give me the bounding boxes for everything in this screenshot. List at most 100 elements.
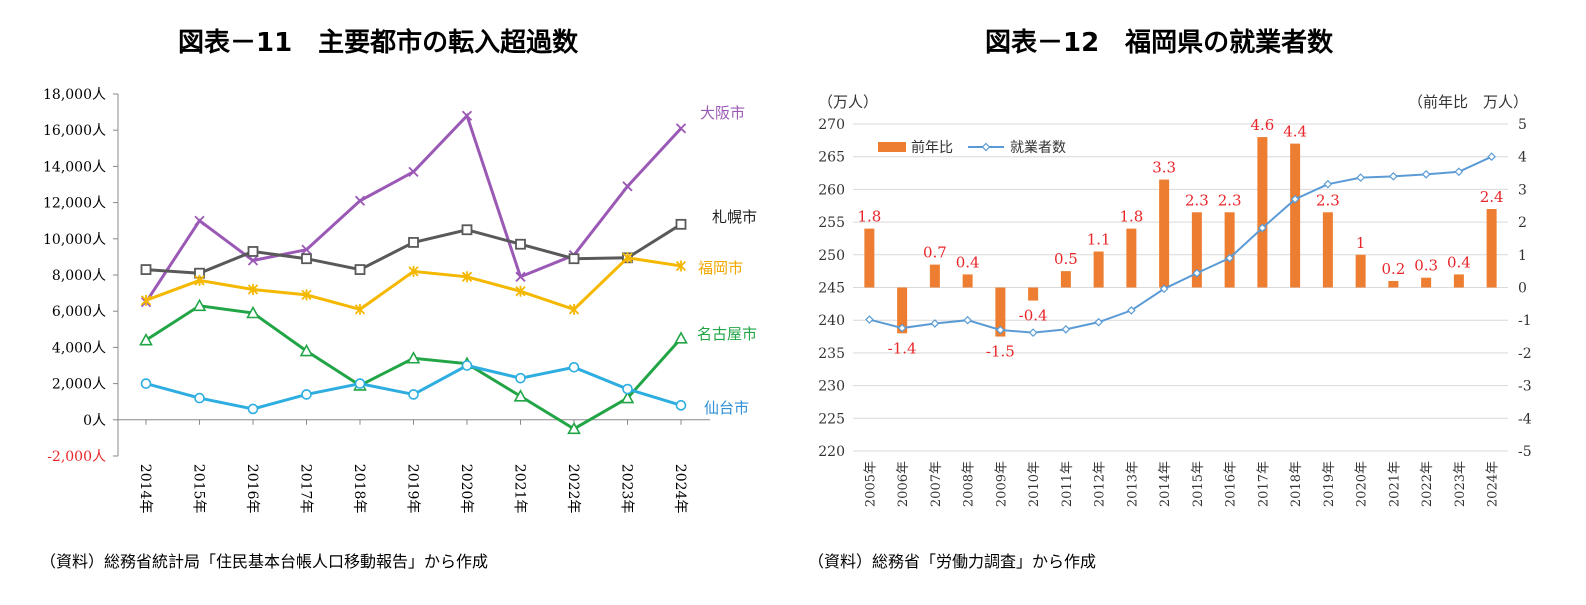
y-tick-label: 18,000人 [43, 87, 106, 103]
bar-data-label: -1.4 [888, 339, 917, 357]
right-y-tick-label: 1 [1518, 248, 1527, 264]
x-tick-label: 2018年 [1289, 461, 1304, 507]
x-tick-label: 2023年 [619, 464, 635, 514]
legend-line-label: 就業者数 [1010, 140, 1066, 156]
series-label: 福岡市 [698, 259, 743, 277]
left-y-tick-label: 270 [818, 117, 845, 133]
series-line-名古屋市 [145, 304, 683, 431]
right-y-tick-label: -3 [1518, 379, 1532, 395]
x-tick-label: 2024年 [672, 464, 688, 514]
bar [1453, 274, 1464, 288]
bar-data-label: 2.4 [1480, 188, 1504, 206]
x-tick-label: 2017年 [1256, 461, 1271, 507]
data-point [568, 362, 580, 373]
data-point [408, 389, 419, 400]
employment-line [869, 155, 1493, 334]
bar [1421, 277, 1432, 288]
data-point [567, 421, 581, 435]
line-point [1061, 325, 1071, 334]
bar [929, 264, 940, 288]
x-tick-label: 2009年 [994, 461, 1009, 507]
bar-data-label: 3.3 [1152, 159, 1176, 177]
data-point [406, 351, 421, 364]
line-point [1258, 223, 1267, 233]
bar [864, 228, 875, 288]
x-tick-label: 2019年 [405, 464, 421, 514]
x-tick-label: 2015年 [1191, 461, 1206, 507]
line-point [1290, 194, 1300, 204]
line-point [1356, 173, 1365, 182]
y-tick-label: 12,000人 [43, 196, 106, 212]
x-tick-label: 2012年 [1093, 461, 1108, 507]
bar [1322, 212, 1333, 288]
y-tick-label: 4,000人 [52, 340, 106, 356]
bar [1257, 137, 1268, 288]
series-label: 札幌市 [712, 208, 757, 226]
data-point [246, 305, 260, 319]
x-tick-label: 2015年 [191, 464, 207, 514]
bar [1126, 228, 1137, 288]
legend-line-marker [981, 142, 991, 152]
x-tick-label: 2017年 [298, 464, 314, 514]
left-y-tick-label: 250 [818, 248, 845, 264]
legend-bar-swatch [878, 142, 906, 152]
data-point [247, 403, 259, 415]
right-chart: 220225230235240245250255260265270-5-4-3-… [818, 93, 1532, 507]
x-tick-label: 2020年 [1355, 461, 1370, 507]
data-point [515, 372, 526, 384]
bar [1388, 280, 1399, 288]
data-point [568, 303, 580, 315]
x-tick-label: 2010年 [1027, 461, 1042, 507]
right-chart-title: 図表－12 福岡県の就業者数 [985, 28, 1334, 58]
left-y-tick-label: 265 [818, 150, 845, 166]
bar-data-label: 1 [1356, 234, 1366, 252]
bar-data-label: 0.5 [1054, 250, 1078, 268]
line-point [1421, 170, 1431, 179]
right-y-tick-label: -1 [1518, 313, 1532, 329]
data-point [408, 265, 419, 277]
data-point [354, 195, 366, 206]
bar [1355, 254, 1366, 288]
data-point [461, 224, 473, 236]
line-point [1389, 171, 1398, 181]
y-tick-label: 14,000人 [43, 159, 106, 175]
x-tick-label: 2021年 [1387, 461, 1402, 507]
bar [1486, 209, 1497, 288]
y-tick-label: 8,000人 [52, 268, 106, 284]
bar-data-label: 2.3 [1218, 191, 1242, 209]
line-point [1454, 167, 1464, 177]
right-y-tick-label: 5 [1518, 117, 1527, 133]
left-chart-title: 図表－11 主要都市の転入超過数 [178, 28, 579, 58]
x-tick-label: 2020年 [458, 464, 474, 514]
line-point [1127, 306, 1136, 315]
left-y-tick-label: 240 [818, 313, 845, 329]
data-point [622, 252, 633, 264]
line-point [996, 325, 1005, 335]
data-point [247, 255, 259, 266]
data-point [515, 238, 526, 250]
data-point [301, 244, 312, 255]
data-point [675, 218, 687, 230]
data-point [675, 400, 687, 411]
x-tick-label: 2018年 [351, 464, 367, 514]
x-tick-label: 2024年 [1486, 461, 1501, 507]
data-point [194, 215, 205, 226]
data-point [408, 237, 419, 248]
bar [995, 287, 1006, 337]
data-point [354, 378, 366, 389]
bar-data-label: 0.4 [956, 253, 980, 271]
x-tick-label: 2023年 [1453, 461, 1468, 507]
data-point [568, 253, 580, 265]
y-tick-label: 16,000人 [43, 123, 106, 139]
data-point [301, 253, 312, 265]
data-point [354, 264, 366, 275]
left-y-tick-label: 235 [818, 346, 845, 362]
line-point [897, 323, 907, 333]
data-point [408, 166, 419, 177]
bar-data-label: 0.4 [1447, 253, 1471, 271]
bar [1060, 271, 1071, 288]
data-point [140, 264, 152, 275]
line-point [865, 315, 874, 324]
x-tick-label: 2013年 [1125, 461, 1140, 507]
left-chart-source: （資料）総務省統計局「住民基本台帳人口移動報告」から作成 [40, 552, 489, 571]
